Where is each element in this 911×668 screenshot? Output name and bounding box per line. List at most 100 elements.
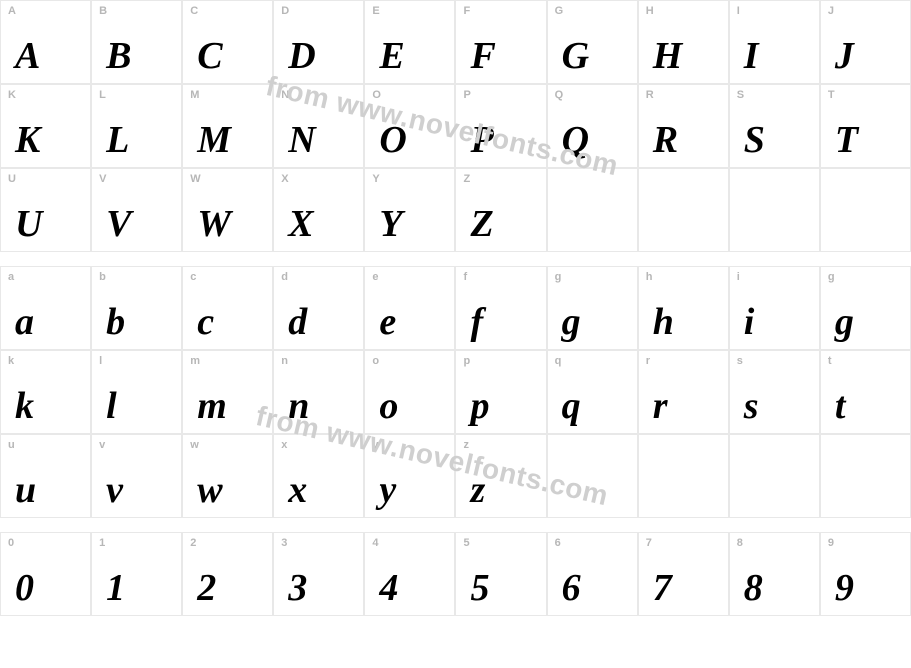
cell-glyph: z <box>456 471 545 509</box>
cell-glyph: L <box>92 121 181 159</box>
cell-label: o <box>372 355 379 367</box>
cell-label: a <box>8 271 14 283</box>
cell-label: Z <box>463 173 470 185</box>
cell-glyph: C <box>183 37 272 75</box>
glyph-cell: XX <box>273 168 364 252</box>
cell-glyph: b <box>92 303 181 341</box>
glyph-cell: DD <box>273 0 364 84</box>
cell-label: K <box>8 89 16 101</box>
glyph-cell: 88 <box>729 532 820 616</box>
glyph-cell: QQ <box>547 84 638 168</box>
cell-glyph: V <box>92 205 181 243</box>
cell-label: p <box>463 355 470 367</box>
cell-label: y <box>372 439 378 451</box>
glyph-cell: xx <box>273 434 364 518</box>
cell-glyph: 1 <box>92 569 181 607</box>
cell-glyph: 2 <box>183 569 272 607</box>
cell-glyph: I <box>730 37 819 75</box>
cell-label: u <box>8 439 15 451</box>
cell-label: O <box>372 89 381 101</box>
cell-glyph: Y <box>365 205 454 243</box>
glyph-cell: 22 <box>182 532 273 616</box>
glyph-cell: ZZ <box>455 168 546 252</box>
cell-glyph: 7 <box>639 569 728 607</box>
cell-label: 9 <box>828 537 834 549</box>
glyph-cell: MM <box>182 84 273 168</box>
cell-glyph: F <box>456 37 545 75</box>
cell-label: t <box>828 355 832 367</box>
glyph-cell: ww <box>182 434 273 518</box>
glyph-cell: gg <box>547 266 638 350</box>
cell-glyph: A <box>1 37 90 75</box>
glyph-cell: AA <box>0 0 91 84</box>
glyph-cell: yy <box>364 434 455 518</box>
glyph-cell: ee <box>364 266 455 350</box>
glyph-cell: BB <box>91 0 182 84</box>
cell-label: f <box>463 271 467 283</box>
cell-glyph: N <box>274 121 363 159</box>
cell-glyph: S <box>730 121 819 159</box>
cell-glyph: Z <box>456 205 545 243</box>
cell-label: A <box>8 5 16 17</box>
glyph-cell: gg <box>820 266 911 350</box>
glyph-cell: GG <box>547 0 638 84</box>
blank-cell <box>547 168 638 252</box>
cell-glyph: D <box>274 37 363 75</box>
cell-label: s <box>737 355 743 367</box>
cell-glyph: 5 <box>456 569 545 607</box>
cell-label: n <box>281 355 288 367</box>
cell-glyph: d <box>274 303 363 341</box>
cell-label: N <box>281 89 289 101</box>
cell-glyph: O <box>365 121 454 159</box>
glyph-cell: RR <box>638 84 729 168</box>
glyph-cell: KK <box>0 84 91 168</box>
cell-label: x <box>281 439 287 451</box>
cell-glyph: e <box>365 303 454 341</box>
cell-label: 6 <box>555 537 561 549</box>
glyph-cell: UU <box>0 168 91 252</box>
blank-cell <box>638 434 729 518</box>
glyph-cell: YY <box>364 168 455 252</box>
cell-glyph: M <box>183 121 272 159</box>
cell-label: 7 <box>646 537 652 549</box>
cell-glyph: P <box>456 121 545 159</box>
cell-glyph: f <box>456 303 545 341</box>
cell-glyph: o <box>365 387 454 425</box>
cell-glyph: w <box>183 471 272 509</box>
cell-glyph: 4 <box>365 569 454 607</box>
glyph-cell: ss <box>729 350 820 434</box>
glyph-cell: rr <box>638 350 729 434</box>
cell-label: L <box>99 89 106 101</box>
cell-label: U <box>8 173 16 185</box>
cell-glyph: g <box>821 303 910 341</box>
lowercase-row-1: aa bb cc dd ee ff gg hh ii gg <box>0 266 911 350</box>
glyph-cell: II <box>729 0 820 84</box>
cell-label: z <box>463 439 469 451</box>
cell-label: P <box>463 89 470 101</box>
cell-label: I <box>737 5 740 17</box>
glyph-cell: FF <box>455 0 546 84</box>
cell-label: 0 <box>8 537 14 549</box>
glyph-cell: OO <box>364 84 455 168</box>
glyph-cell: hh <box>638 266 729 350</box>
cell-label: m <box>190 355 200 367</box>
cell-label: 3 <box>281 537 287 549</box>
glyph-cell: pp <box>455 350 546 434</box>
cell-glyph: K <box>1 121 90 159</box>
blank-cell <box>820 168 911 252</box>
glyph-cell: LL <box>91 84 182 168</box>
glyph-cell: VV <box>91 168 182 252</box>
glyph-cell: kk <box>0 350 91 434</box>
glyph-cell: 55 <box>455 532 546 616</box>
glyph-cell: TT <box>820 84 911 168</box>
cell-glyph: h <box>639 303 728 341</box>
cell-label: 8 <box>737 537 743 549</box>
glyph-cell: oo <box>364 350 455 434</box>
blank-cell <box>820 434 911 518</box>
cell-label: q <box>555 355 562 367</box>
glyph-cell: 00 <box>0 532 91 616</box>
glyph-cell: NN <box>273 84 364 168</box>
cell-glyph: 8 <box>730 569 819 607</box>
blank-cell <box>729 168 820 252</box>
cell-label: c <box>190 271 196 283</box>
